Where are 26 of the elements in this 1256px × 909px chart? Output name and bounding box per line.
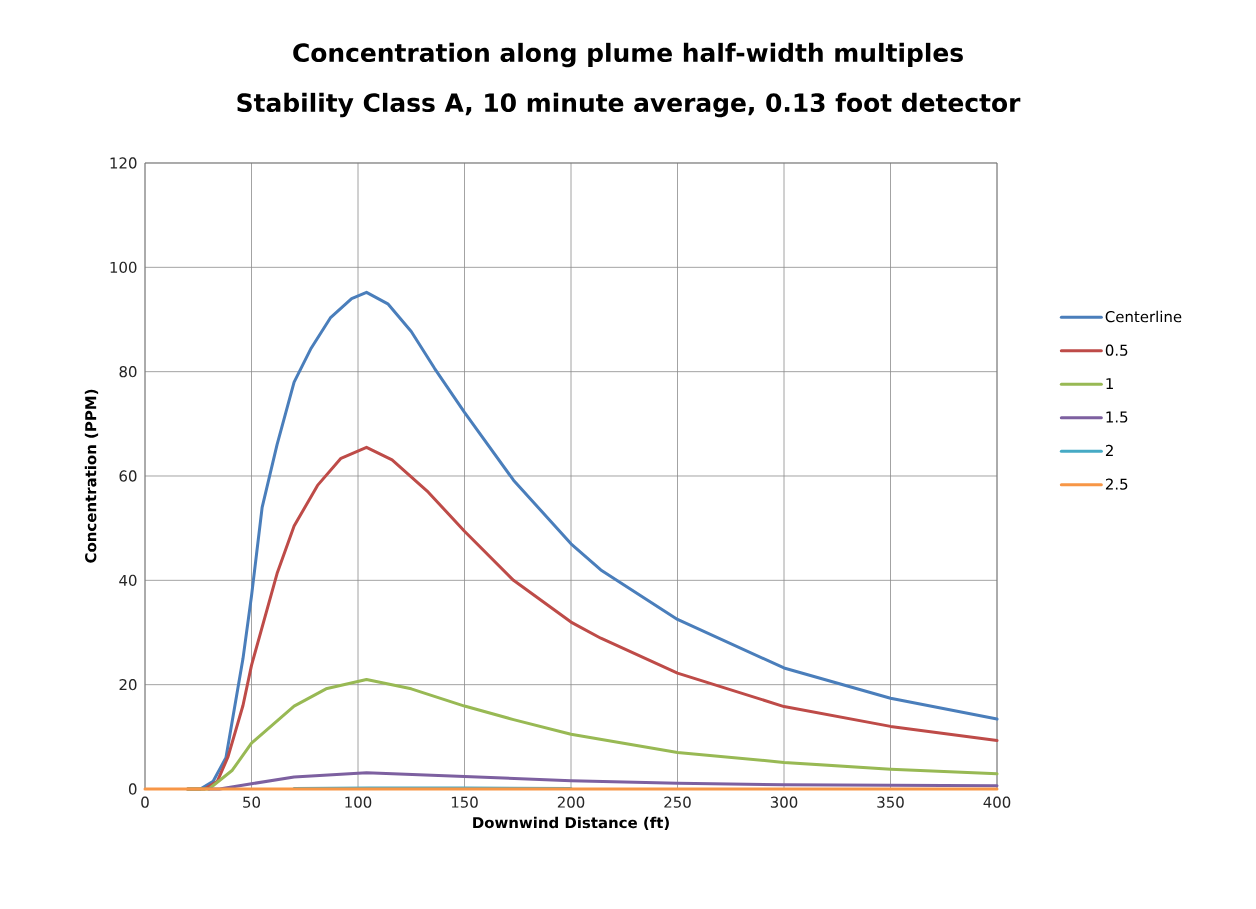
x-axis-title: Downwind Distance (ft) bbox=[473, 816, 669, 830]
legend-label: 1 bbox=[1106, 378, 1113, 390]
y-axis-title: Concentration (PPM) bbox=[84, 389, 99, 563]
x-tick-label: 350 bbox=[877, 796, 904, 808]
x-tick-label: 150 bbox=[451, 796, 478, 808]
y-tick-label: 60 bbox=[119, 470, 137, 482]
x-tick-label: 250 bbox=[664, 796, 691, 808]
x-tick-label: 0 bbox=[141, 796, 149, 808]
x-tick-label: 200 bbox=[557, 796, 585, 808]
x-tick-label: 400 bbox=[983, 796, 1011, 808]
legend-label: 0.5 bbox=[1105, 344, 1128, 356]
y-tick-label: 20 bbox=[119, 679, 137, 691]
y-tick-label: 80 bbox=[119, 366, 137, 378]
legend-label: 2 bbox=[1105, 444, 1113, 456]
legend-label: 1.5 bbox=[1106, 411, 1128, 423]
x-tick-label: 50 bbox=[243, 796, 261, 808]
x-tick-label: 300 bbox=[770, 796, 798, 808]
y-tick-label: 0 bbox=[128, 783, 137, 795]
x-tick-label: 100 bbox=[345, 796, 372, 808]
y-tick-label: 120 bbox=[110, 157, 137, 169]
y-tick-label: 100 bbox=[110, 261, 137, 273]
y-tick-label: 40 bbox=[119, 574, 137, 586]
legend-label: Centerline bbox=[1105, 310, 1182, 323]
chart-subtitle: Stability Class A, 10 minute average, 0.13 foot detector bbox=[237, 92, 1021, 118]
chart-title: Concentration along plume half-width multiples bbox=[293, 42, 963, 68]
legend-label: 2.5 bbox=[1105, 478, 1128, 490]
